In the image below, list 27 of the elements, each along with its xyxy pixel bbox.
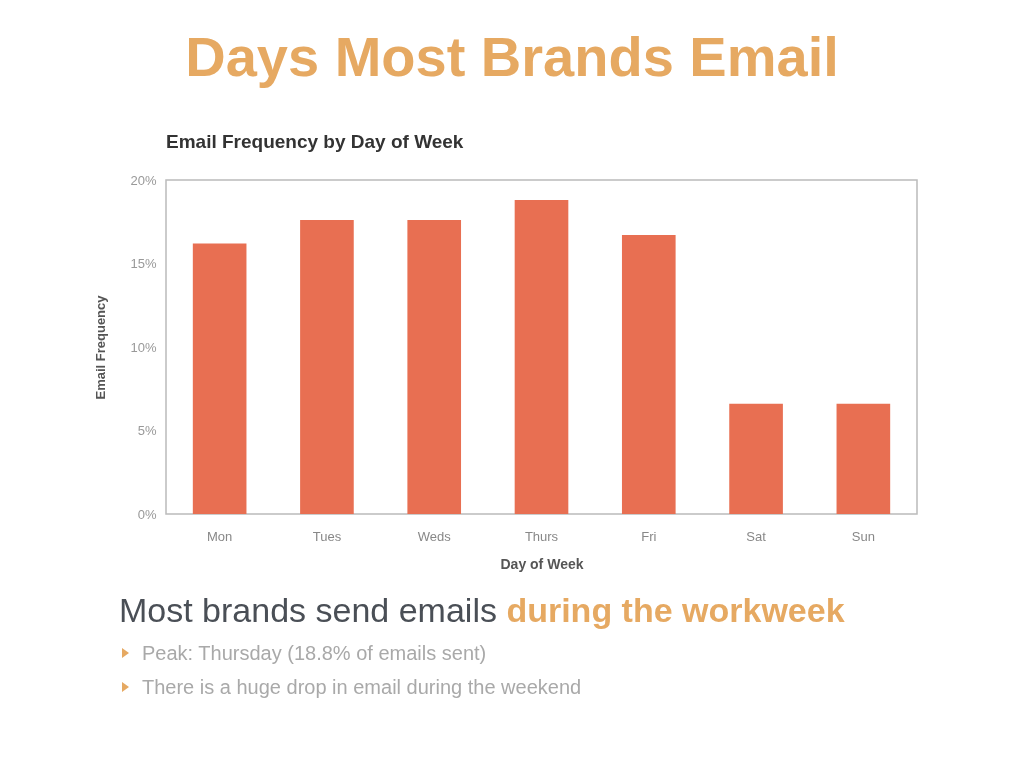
- x-tick-label: Tues: [312, 528, 342, 544]
- x-tick-label: Weds: [417, 528, 452, 544]
- bar: [514, 200, 569, 514]
- text: during the workweek: [506, 591, 845, 629]
- text: There is a huge drop in email during the weekend: [142, 675, 582, 699]
- x-tick-label: Mon: [206, 528, 233, 544]
- text: Peak: Thursday (18.8% of emails sent): [142, 641, 487, 665]
- text: Most brands send emails: [119, 591, 497, 629]
- x-tick-label: Fri: [641, 528, 657, 544]
- y-axis-title: Email Frequency: [93, 294, 109, 400]
- bar: [407, 220, 462, 514]
- x-tick-label: Thurs: [524, 528, 559, 544]
- y-tick-label: 20%: [130, 172, 157, 188]
- x-tick-label: Sat: [746, 528, 767, 544]
- bar: [192, 243, 247, 514]
- x-axis-title: Day of Week: [500, 555, 584, 572]
- y-tick-label: 10%: [130, 339, 157, 355]
- y-tick-label: 15%: [130, 256, 157, 271]
- chart-subtitle: Email Frequency by Day of Week: [166, 131, 464, 152]
- bar: [300, 220, 354, 514]
- bar: [621, 235, 676, 514]
- y-tick-label: 5%: [137, 423, 157, 438]
- y-tick-label: 0%: [137, 506, 157, 522]
- chart-title: Days Most Brands Email: [184, 24, 840, 90]
- x-tick-label: Sun: [851, 528, 875, 544]
- bar: [836, 403, 891, 514]
- bar: [729, 403, 783, 514]
